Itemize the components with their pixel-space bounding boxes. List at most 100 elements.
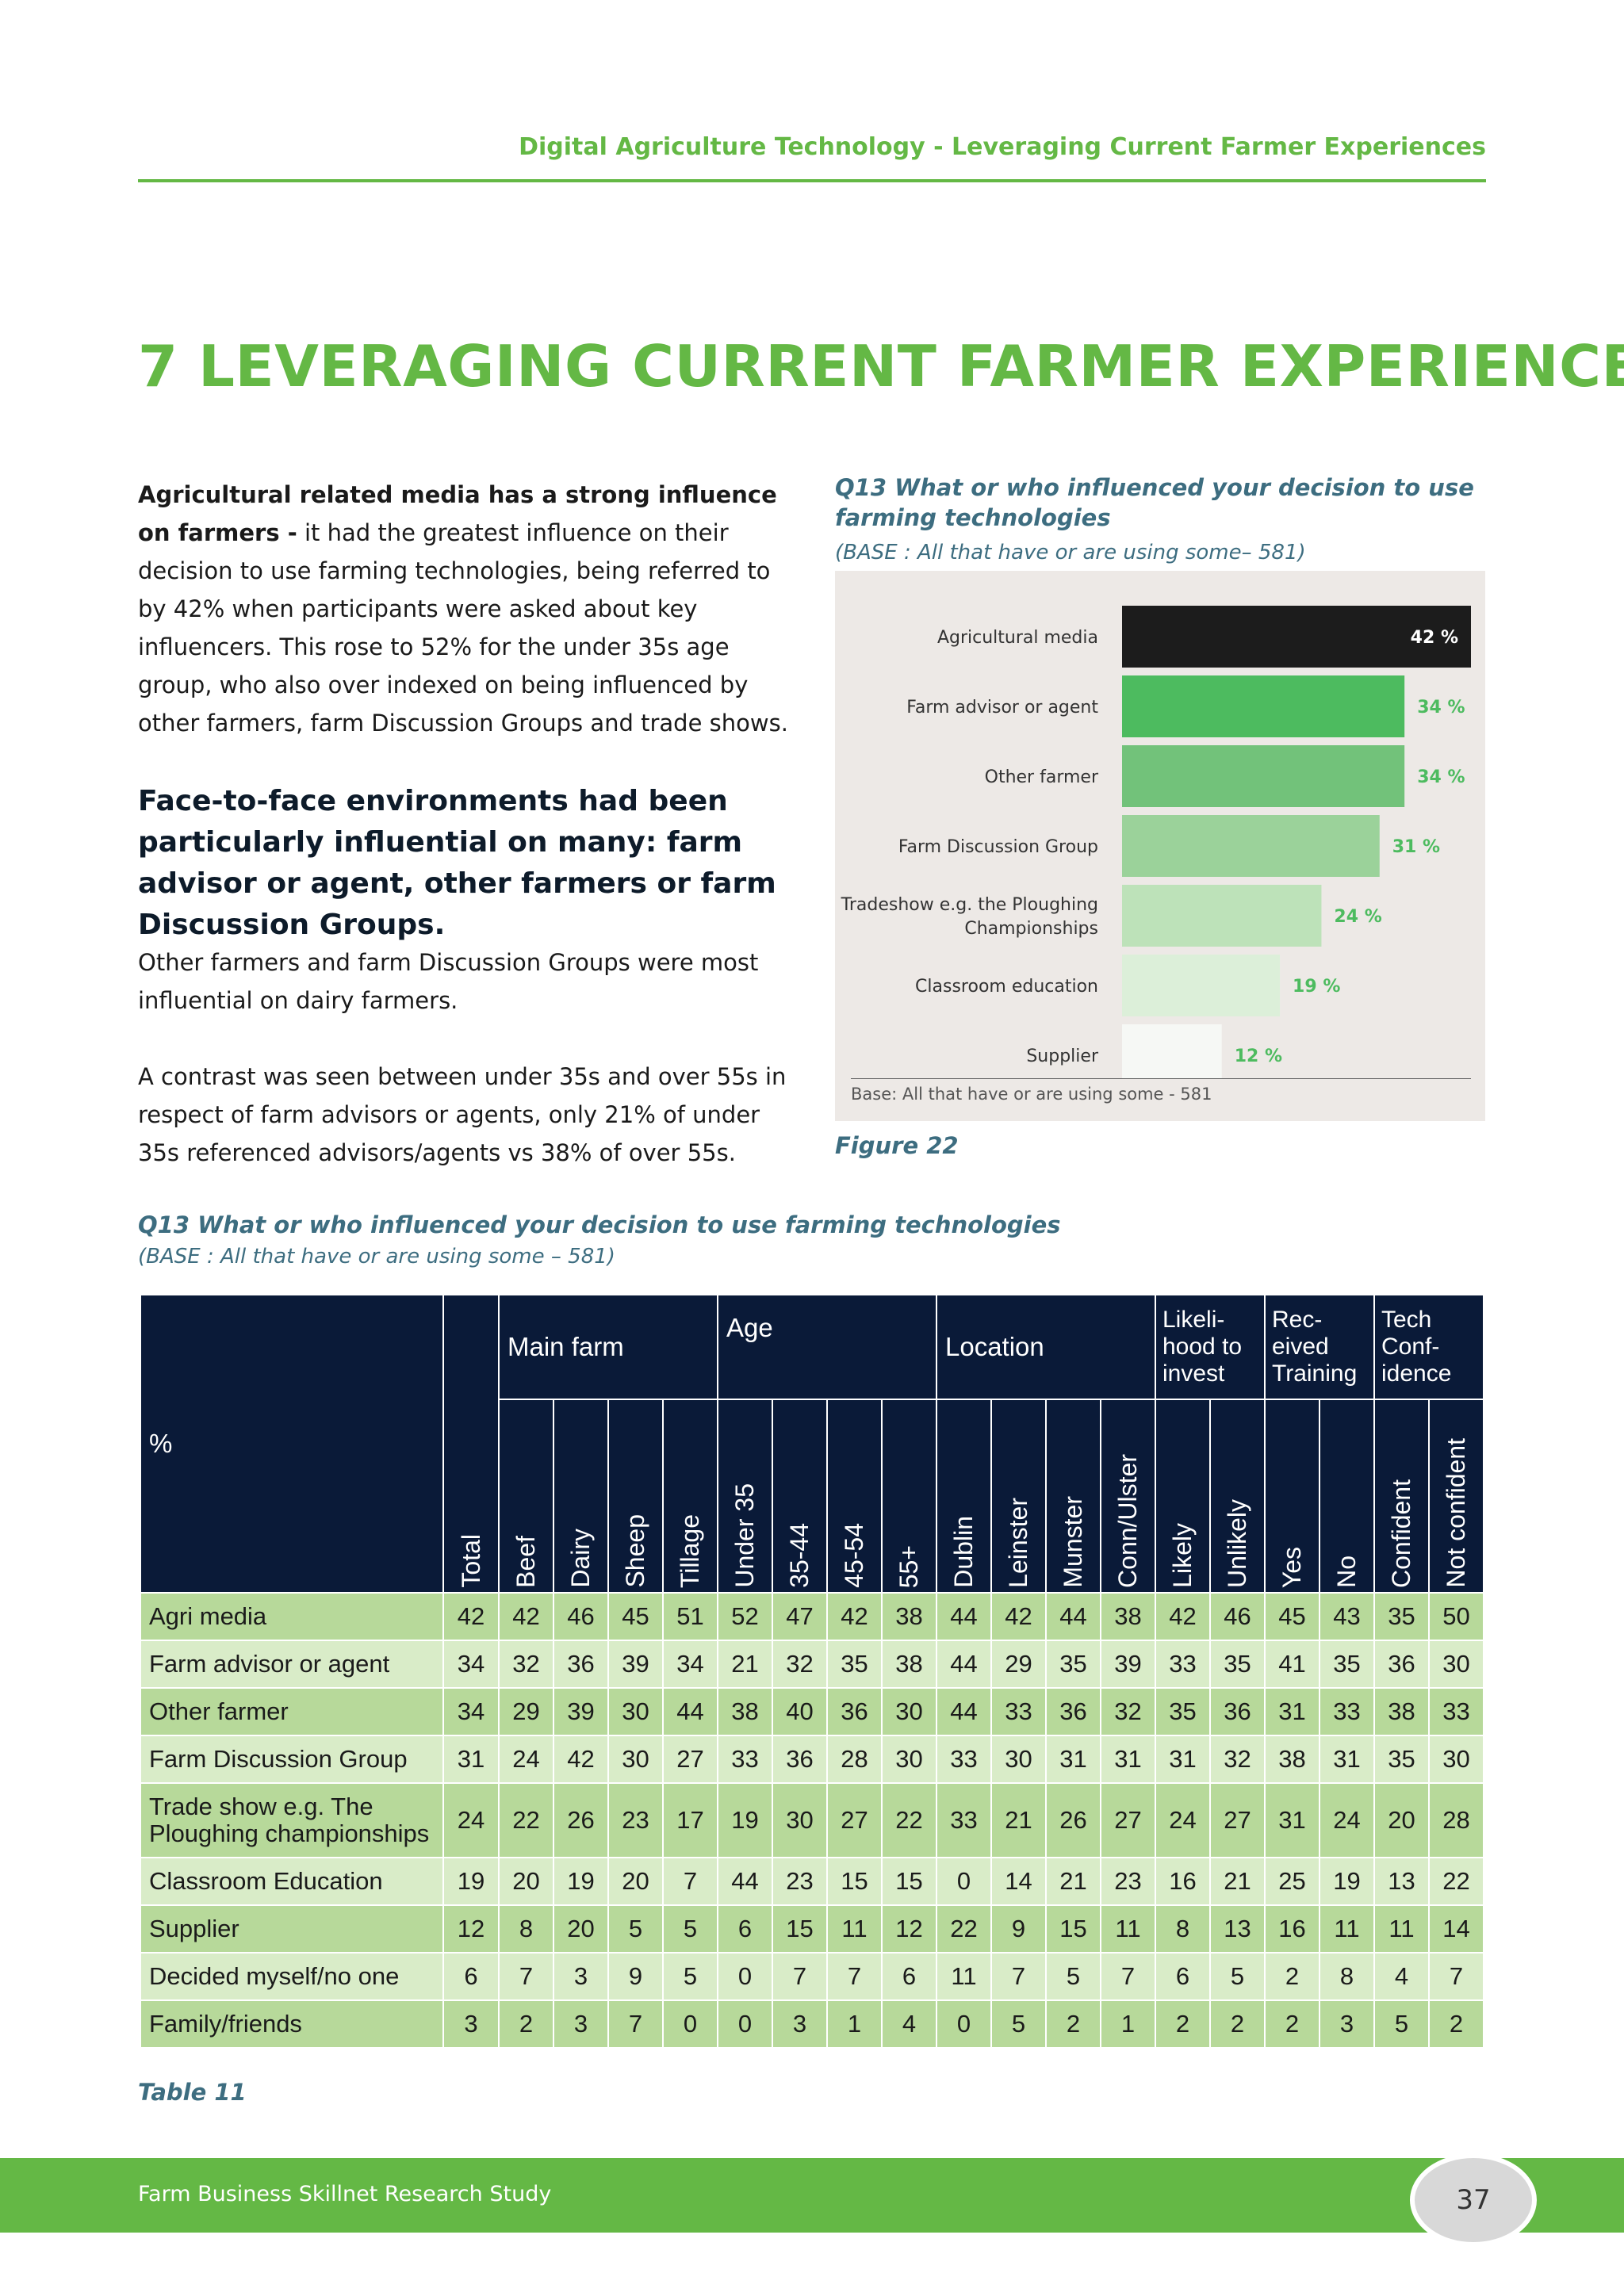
table-cell: 17 <box>662 1782 718 1858</box>
table-cell: 46 <box>553 1592 609 1641</box>
table-cell: 35 <box>1373 1592 1430 1641</box>
table-cell: 33 <box>1428 1687 1484 1736</box>
table-cell: 31 <box>1045 1735 1101 1784</box>
table-cell: 44 <box>662 1687 718 1736</box>
highlight-paragraph: Face-to-face environments had been parti… <box>138 785 776 941</box>
table-cell: 33 <box>936 1782 992 1858</box>
category-label: Other farmer <box>985 767 1099 787</box>
table-cell: 15 <box>826 1857 883 1906</box>
col-header: Munster <box>1045 1399 1101 1594</box>
table-cell: 11 <box>826 1904 883 1954</box>
table-base: (BASE : All that have or are using some … <box>138 1245 615 1269</box>
running-header: Digital Agriculture Technology - Leverag… <box>519 133 1486 161</box>
table-cell: 0 <box>717 1999 773 2049</box>
row-label-line: Decided myself/no one <box>149 1962 400 1990</box>
col-header: Total <box>442 1294 500 1594</box>
col-header: Yes <box>1264 1399 1320 1594</box>
col-header: Not confident <box>1428 1399 1484 1594</box>
table-cell: 22 <box>936 1904 992 1954</box>
table-cell: 44 <box>936 1640 992 1689</box>
table-cell: 7 <box>498 1952 554 2001</box>
table-cell: 44 <box>717 1857 773 1906</box>
chart-question: Q13 What or who influenced your decision… <box>835 474 1474 531</box>
table-cell: 45 <box>607 1592 664 1641</box>
table-cell: 39 <box>1100 1640 1156 1689</box>
table-cell: 36 <box>1209 1687 1266 1736</box>
chart-base: (BASE : All that have or are using some–… <box>835 541 1306 564</box>
col-header: Beef <box>498 1399 554 1594</box>
section-title: 7 LEVERAGING CURRENT FARMER EXPERIENCES <box>138 333 1624 400</box>
table-row: Decided myself/no one 6 7 3 9 5 0 7 7 6 11 7 5 7 6 5 2 8 4… <box>140 1952 1484 2001</box>
table-cell: 11 <box>1373 1904 1430 1954</box>
table-cell: 30 <box>1428 1640 1484 1689</box>
table-cell: 11 <box>1100 1904 1156 1954</box>
table-cell: 21 <box>1045 1857 1101 1906</box>
group-header-received-training: Rec- eived Training <box>1264 1294 1375 1400</box>
bar <box>1122 606 1471 668</box>
table-cell: 42 <box>826 1592 883 1641</box>
table-cell: 31 <box>1155 1735 1211 1784</box>
col-header: Unlikely <box>1209 1399 1266 1594</box>
contrast-paragraph: A contrast was seen between under 35s an… <box>138 1063 787 1166</box>
col-label: Conn/Ulster <box>1113 1454 1142 1588</box>
table-cell: 2 <box>498 1999 554 2049</box>
group-line: Likeli- <box>1162 1307 1225 1333</box>
row-label: Trade show e.g. The Ploughing championshi… <box>140 1782 444 1858</box>
row-label-line: Supplier <box>149 1915 239 1942</box>
table-cell: 39 <box>607 1640 664 1689</box>
row-label: Agri media <box>140 1592 444 1641</box>
table-cell: 38 <box>881 1592 937 1641</box>
col-header: No <box>1319 1399 1375 1594</box>
table-cell: 19 <box>553 1857 609 1906</box>
bar <box>1122 955 1281 1016</box>
table-cell: 31 <box>1264 1687 1320 1736</box>
table-cell: 20 <box>498 1857 554 1906</box>
table-cell: 5 <box>1209 1952 1266 2001</box>
col-header: Leinster <box>990 1399 1047 1594</box>
table-cell: 39 <box>553 1687 609 1736</box>
table-cell: 42 <box>442 1592 500 1641</box>
table-cell: 33 <box>936 1735 992 1784</box>
dairy-paragraph: Other farmers and farm Discussion Groups… <box>138 949 759 1014</box>
table-row: Agri media 42 42 46 45 51 52 47 42 38 44 42 44 38 42 46… <box>140 1592 1484 1641</box>
category-label: Supplier <box>1026 1047 1099 1066</box>
table-cell: 8 <box>1319 1952 1375 2001</box>
table-cell: 14 <box>990 1857 1047 1906</box>
page-number: 37 <box>1410 2153 1537 2247</box>
table-cell: 5 <box>662 1904 718 1954</box>
group-line: Conf- <box>1381 1334 1440 1360</box>
table-cell: 2 <box>1209 1999 1266 2049</box>
table-cell: 44 <box>936 1592 992 1641</box>
table-cell: 0 <box>936 1857 992 1906</box>
table-cell: 45 <box>1264 1592 1320 1641</box>
table-cell: 21 <box>990 1782 1047 1858</box>
table-cell: 44 <box>936 1687 992 1736</box>
table-cell: 36 <box>826 1687 883 1736</box>
chart-baseline-rule <box>851 1078 1471 1079</box>
table-cell: 0 <box>936 1999 992 2049</box>
col-label: 45-54 <box>840 1523 868 1588</box>
table-cell: 42 <box>553 1735 609 1784</box>
row-label-line: Agri media <box>149 1602 267 1630</box>
table-cell: 38 <box>1264 1735 1320 1784</box>
table-cell: 0 <box>717 1952 773 2001</box>
table-cell: 0 <box>662 1999 718 2049</box>
table-cell: 22 <box>881 1782 937 1858</box>
col-label: Tillage <box>676 1513 704 1588</box>
table-cell: 20 <box>1373 1782 1430 1858</box>
table-cell: 5 <box>990 1999 1047 2049</box>
value-label: 34 % <box>1417 698 1465 718</box>
col-label: 35-44 <box>785 1523 814 1588</box>
col-label: 55+ <box>894 1544 923 1588</box>
table-cell: 34 <box>442 1687 500 1736</box>
table-cell: 35 <box>1373 1735 1430 1784</box>
table-cell: 23 <box>772 1857 828 1906</box>
table-cell: 42 <box>990 1592 1047 1641</box>
bar <box>1122 885 1322 947</box>
table-cell: 16 <box>1155 1857 1211 1906</box>
col-header: Dublin <box>936 1399 992 1594</box>
table-cell: 42 <box>498 1592 554 1641</box>
col-label: Unlikely <box>1223 1498 1251 1588</box>
col-label: Sheep <box>621 1514 649 1588</box>
table-cell: 30 <box>881 1735 937 1784</box>
